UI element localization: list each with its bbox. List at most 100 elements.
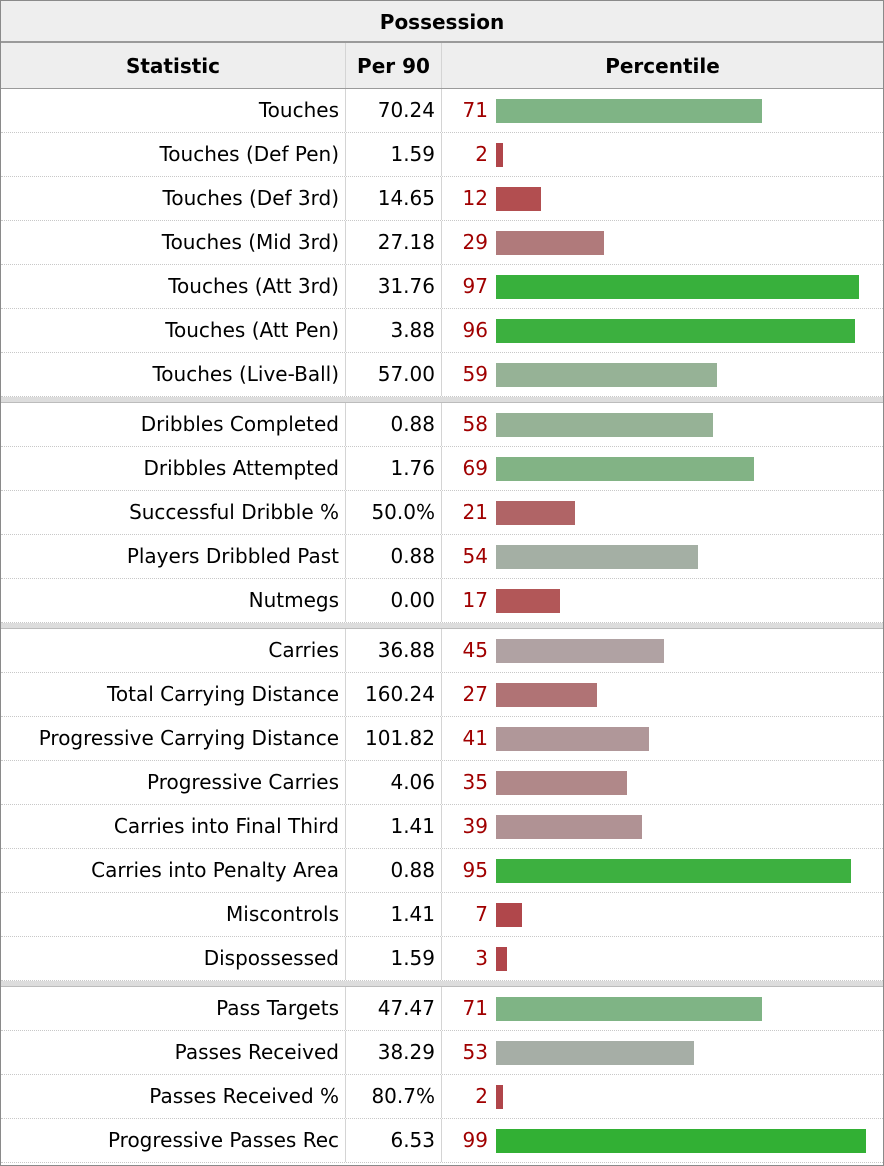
percentile-value: 71 (462, 996, 488, 1020)
percentile-cell: 59 (442, 353, 883, 396)
percentile-cell: 45 (442, 629, 883, 672)
percentile-bar (496, 501, 575, 525)
stat-name-cell: Touches (Att 3rd) (1, 265, 346, 308)
per90-cell: 57.00 (346, 353, 442, 396)
percentile-cell: 58 (442, 403, 883, 446)
table-row: Progressive Passes Rec 6.53 99 (1, 1119, 883, 1163)
table-row: Touches (Att 3rd) 31.76 97 (1, 265, 883, 309)
percentile-cell: 41 (442, 717, 883, 760)
stat-name-cell: Total Carrying Distance (1, 673, 346, 716)
percentile-value: 71 (462, 98, 488, 122)
stat-name-cell: Players Dribbled Past (1, 535, 346, 578)
percentile-value: 69 (462, 456, 488, 480)
percentile-bar (496, 815, 642, 839)
stat-name-cell: Carries into Final Third (1, 805, 346, 848)
per90-cell: 160.24 (346, 673, 442, 716)
per90-cell: 27.18 (346, 221, 442, 264)
stat-name-cell: Progressive Carrying Distance (1, 717, 346, 760)
table-body: Touches 70.24 71 Touches (Def Pen) 1.59 2 Touc… (1, 89, 883, 1163)
percentile-cell: 21 (442, 491, 883, 534)
percentile-cell: 35 (442, 761, 883, 804)
percentile-bar (496, 187, 541, 211)
group-separator (1, 397, 883, 403)
per90-cell: 38.29 (346, 1031, 442, 1074)
percentile-value: 21 (462, 500, 488, 524)
percentile-bar (496, 99, 762, 123)
table-row: Touches (Mid 3rd) 27.18 29 (1, 221, 883, 265)
percentile-cell: 95 (442, 849, 883, 892)
table-row: Touches (Att Pen) 3.88 96 (1, 309, 883, 353)
percentile-bar (496, 1041, 694, 1065)
per90-cell: 6.53 (346, 1119, 442, 1162)
stat-name-cell: Dispossessed (1, 937, 346, 980)
percentile-cell: 69 (442, 447, 883, 490)
table-row: Touches (Def Pen) 1.59 2 (1, 133, 883, 177)
percentile-value: 2 (475, 142, 488, 166)
header-per90[interactable]: Per 90 (346, 43, 442, 88)
header-percentile[interactable]: Percentile (605, 54, 720, 78)
percentile-value: 41 (462, 726, 488, 750)
table-row: Touches 70.24 71 (1, 89, 883, 133)
percentile-value: 99 (462, 1128, 488, 1152)
per90-cell: 31.76 (346, 265, 442, 308)
percentile-value: 58 (462, 412, 488, 436)
percentile-bar (496, 727, 649, 751)
table-row: Touches (Live-Ball) 57.00 59 (1, 353, 883, 397)
percentile-cell: 53 (442, 1031, 883, 1074)
header-statistic[interactable]: Statistic (1, 43, 346, 88)
table-row: Dribbles Attempted 1.76 69 (1, 447, 883, 491)
percentile-value: 7 (475, 902, 488, 926)
table-row: Carries into Final Third 1.41 39 (1, 805, 883, 849)
percentile-value: 97 (462, 274, 488, 298)
percentile-value: 3 (475, 946, 488, 970)
table-row: Progressive Carries 4.06 35 (1, 761, 883, 805)
table-row: Progressive Carrying Distance 101.82 41 (1, 717, 883, 761)
table-row: Miscontrols 1.41 7 (1, 893, 883, 937)
percentile-value: 59 (462, 362, 488, 386)
stat-name-cell: Miscontrols (1, 893, 346, 936)
table-header-row: Statistic Per 90 Percentile (1, 43, 883, 89)
table-row: Dribbles Completed 0.88 58 (1, 403, 883, 447)
stat-name-cell: Pass Targets (1, 987, 346, 1030)
percentile-bar (496, 1129, 866, 1153)
stat-name-cell: Dribbles Attempted (1, 447, 346, 490)
per90-cell: 0.00 (346, 579, 442, 622)
percentile-cell: 2 (442, 1075, 883, 1118)
percentile-value: 35 (462, 770, 488, 794)
percentile-bar (496, 947, 507, 971)
group-separator (1, 623, 883, 629)
per90-cell: 3.88 (346, 309, 442, 352)
table-row: Carries into Penalty Area 0.88 95 (1, 849, 883, 893)
stat-name-cell: Touches (Def 3rd) (1, 177, 346, 220)
stat-name-cell: Nutmegs (1, 579, 346, 622)
per90-cell: 101.82 (346, 717, 442, 760)
percentile-value: 2 (475, 1084, 488, 1108)
table-row: Total Carrying Distance 160.24 27 (1, 673, 883, 717)
percentile-value: 53 (462, 1040, 488, 1064)
percentile-bar (496, 771, 627, 795)
per90-cell: 1.59 (346, 133, 442, 176)
per90-cell: 1.76 (346, 447, 442, 490)
percentile-cell: 71 (442, 89, 883, 132)
per90-cell: 1.59 (346, 937, 442, 980)
stat-name-cell: Progressive Carries (1, 761, 346, 804)
per90-cell: 36.88 (346, 629, 442, 672)
percentile-value: 12 (462, 186, 488, 210)
percentile-value: 17 (462, 588, 488, 612)
stat-name-cell: Touches (Live-Ball) (1, 353, 346, 396)
percentile-cell: 54 (442, 535, 883, 578)
stat-name-cell: Touches (Att Pen) (1, 309, 346, 352)
per90-cell: 0.88 (346, 403, 442, 446)
table-row: Passes Received 38.29 53 (1, 1031, 883, 1075)
percentile-bar (496, 545, 698, 569)
table-caption: Possession (1, 1, 883, 43)
percentile-value: 29 (462, 230, 488, 254)
table-row: Touches (Def 3rd) 14.65 12 (1, 177, 883, 221)
stat-name-cell: Passes Received (1, 1031, 346, 1074)
stat-name-cell: Touches (1, 89, 346, 132)
per90-cell: 1.41 (346, 805, 442, 848)
percentile-bar (496, 275, 859, 299)
percentile-cell: 2 (442, 133, 883, 176)
per90-cell: 4.06 (346, 761, 442, 804)
